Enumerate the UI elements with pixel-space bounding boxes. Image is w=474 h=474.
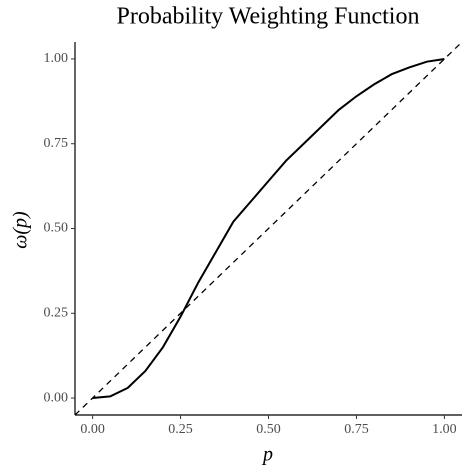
y-tick-label: 0.00 <box>44 390 69 405</box>
weighting-curve <box>92 57 445 400</box>
reference-line <box>74 41 463 416</box>
y-tick-label: 0.75 <box>44 136 69 151</box>
x-tick-label: 0.75 <box>344 422 369 437</box>
x-tick-label: 0.50 <box>256 422 281 437</box>
x-axis-label: p <box>261 444 273 466</box>
chart-title: Probability Weighting Function <box>117 4 420 30</box>
y-tick-label: 0.50 <box>44 221 69 236</box>
x-tick-label: 0.00 <box>80 422 105 437</box>
y-axis-label: ω(p) <box>10 211 32 249</box>
y-tick-label: 1.00 <box>44 51 69 66</box>
y-tick-label: 0.25 <box>44 305 69 320</box>
x-tick-label: 1.00 <box>432 422 457 437</box>
x-tick-label: 0.25 <box>168 422 193 437</box>
